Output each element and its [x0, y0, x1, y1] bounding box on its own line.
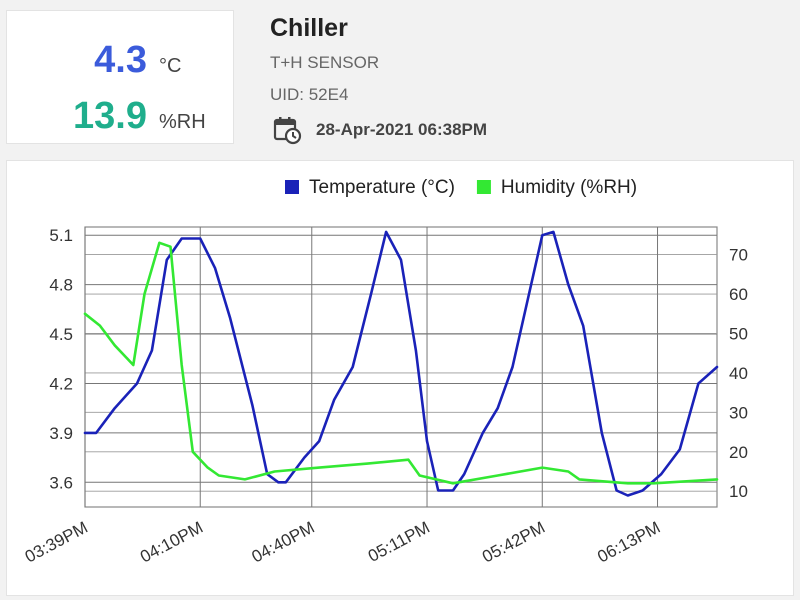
last-update-date: 28-Apr-2021 06:38PM: [316, 120, 488, 139]
last-update-row: 28-Apr-2021 06:38PM: [270, 115, 487, 145]
device-name: Chiller: [270, 14, 348, 42]
temperature-reading: 4.3 °C: [7, 39, 235, 82]
legend-humidity-label: Humidity (%RH): [501, 177, 637, 198]
humidity-unit: %RH: [159, 111, 206, 133]
plot-border: [84, 226, 718, 508]
current-reading-card: 4.3 °C 13.9 %RH: [6, 10, 234, 144]
chart-card: Temperature (°C) Humidity (%RH) 3.6 3.9 4.2…: [6, 160, 794, 596]
y-left-tick-label: 5.1: [49, 226, 73, 245]
y-right-tick-label: 10: [729, 482, 748, 501]
temperature-line: [83, 230, 719, 497]
y-right-tick-label: 60: [729, 285, 748, 304]
humidity-line: [83, 241, 719, 485]
device-type: T+H SENSOR: [270, 53, 380, 72]
y-left-tick-label: 4.8: [49, 276, 73, 295]
axis-tick-labels: 3.6 3.9 4.2 4.5 4.8 5.1 10 20 30 40 50 60 70 03:39PM 0…: [22, 226, 748, 566]
legend-temperature-swatch: [285, 180, 299, 194]
y-left-tick-label: 4.2: [49, 374, 73, 393]
y-left-tick-label: 3.6: [49, 473, 73, 492]
temperature-value: 4.3: [94, 39, 147, 81]
legend: Temperature (°C) Humidity (%RH): [285, 177, 637, 198]
legend-humidity-swatch: [476, 180, 491, 194]
y-right-tick-label: 40: [729, 364, 748, 383]
y-right-tick-label: 50: [729, 324, 748, 343]
device-info: Chiller T+H SENSOR UID: 52E4 28-Apr-2021…: [270, 14, 487, 145]
humidity-reading: 13.9 %RH: [7, 95, 235, 138]
device-uid: UID: 52E4: [270, 85, 349, 104]
y-right-tick-label: 30: [729, 403, 748, 422]
x-tick-label: 06:13PM: [594, 518, 663, 567]
y-left-tick-label: 3.9: [49, 424, 73, 443]
chart-series: [83, 230, 719, 497]
x-tick-label: 03:39PM: [22, 518, 91, 567]
x-tick-label: 05:42PM: [479, 518, 548, 567]
y-left-tick-label: 4.5: [49, 325, 73, 344]
x-tick-label: 04:10PM: [137, 518, 206, 567]
temperature-unit: °C: [159, 55, 182, 77]
chart-grid: [84, 226, 718, 508]
legend-temperature-label: Temperature (°C): [309, 177, 455, 198]
humidity-value: 13.9: [73, 95, 147, 137]
temperature-humidity-chart: Temperature (°C) Humidity (%RH) 3.6 3.9 4.2…: [22, 177, 748, 566]
y-right-tick-label: 20: [729, 443, 748, 462]
calendar-clock-icon: [273, 117, 302, 145]
x-tick-label: 04:40PM: [249, 518, 318, 567]
x-tick-label: 05:11PM: [365, 518, 433, 566]
y-right-tick-label: 70: [729, 246, 748, 265]
